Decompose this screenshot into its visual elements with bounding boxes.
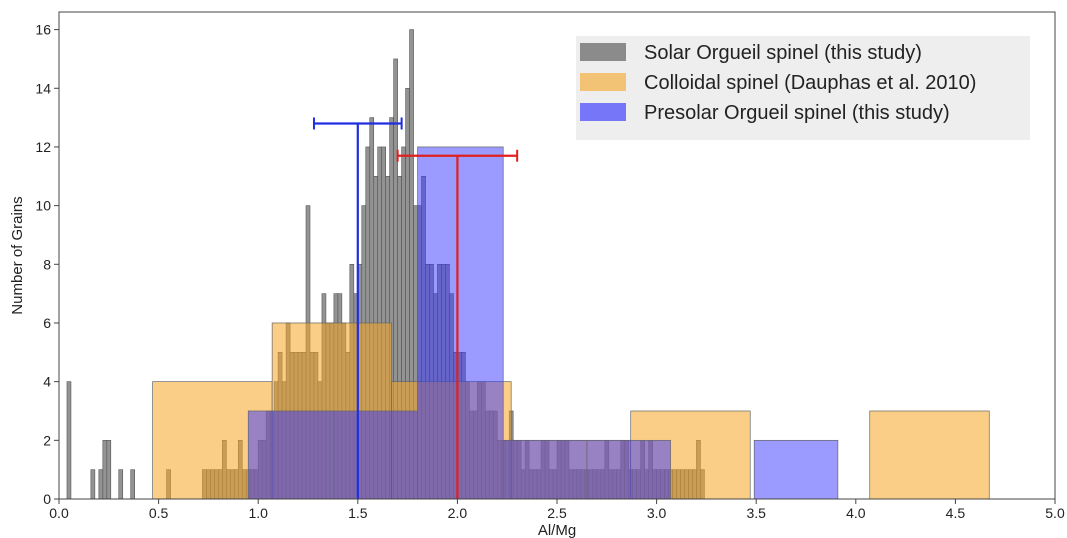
y-tick-label: 16: [35, 22, 51, 38]
x-tick-label: 1.0: [248, 505, 268, 521]
x-axis-ticks: 0.0 0.5 1.0 1.5 2.0 2.5 3.0 3.5 4.0 4.5 5.0: [49, 499, 1065, 521]
presolar-bar: [333, 410, 418, 500]
presolar-bar: [417, 146, 504, 500]
y-tick-label: 2: [43, 432, 51, 448]
x-tick-label: 5.0: [1045, 505, 1065, 521]
legend: Solar Orgueil spinel (this study) Colloid…: [576, 36, 1030, 140]
legend-swatch: [580, 43, 626, 61]
mean-error-markers: [312, 117, 519, 499]
presolar-series-bars: [247, 146, 839, 500]
y-tick-label: 8: [43, 256, 51, 272]
x-tick-label: 3.5: [746, 505, 766, 521]
solar-bar: [102, 440, 108, 500]
solar-bar: [106, 440, 112, 500]
presolar-bar: [753, 439, 839, 500]
x-tick-label: 2.0: [448, 505, 468, 521]
x-tick-label: 0.5: [149, 505, 169, 521]
solar-bar: [98, 469, 104, 500]
presolar-bar: [502, 439, 588, 500]
legend-swatch: [580, 103, 626, 121]
presolar-bar: [586, 439, 671, 500]
y-tick-label: 6: [43, 315, 51, 331]
x-tick-label: 3.0: [647, 505, 667, 521]
legend-label: Colloidal spinel (Dauphas et al. 2010): [644, 72, 976, 94]
x-tick-label: 1.5: [348, 505, 368, 521]
legend-swatch: [580, 73, 626, 91]
y-axis-ticks: 0 2 4 6 8 10 12 14 16: [35, 22, 59, 507]
x-axis-label: Al/Mg: [538, 522, 576, 538]
legend-box: [576, 36, 1030, 140]
solar-bar: [118, 469, 124, 500]
legend-label: Solar Orgueil spinel (this study): [644, 42, 922, 64]
solar-bar: [130, 469, 135, 500]
y-tick-label: 12: [35, 139, 51, 155]
y-tick-label: 4: [43, 374, 51, 390]
presolar-bar: [247, 410, 335, 500]
solar-bar: [90, 469, 96, 500]
x-tick-label: 0.0: [49, 505, 69, 521]
x-tick-label: 2.5: [547, 505, 567, 521]
legend-label: Presolar Orgueil spinel (this study): [644, 102, 950, 124]
colloidal-bar: [869, 410, 990, 500]
x-tick-label: 4.0: [846, 505, 866, 521]
y-axis-label: Number of Grains: [9, 196, 26, 314]
x-tick-label: 4.5: [946, 505, 966, 521]
solar-bar: [66, 381, 72, 500]
y-tick-label: 0: [43, 491, 51, 507]
y-tick-label: 10: [35, 198, 51, 214]
y-tick-label: 14: [35, 80, 51, 96]
